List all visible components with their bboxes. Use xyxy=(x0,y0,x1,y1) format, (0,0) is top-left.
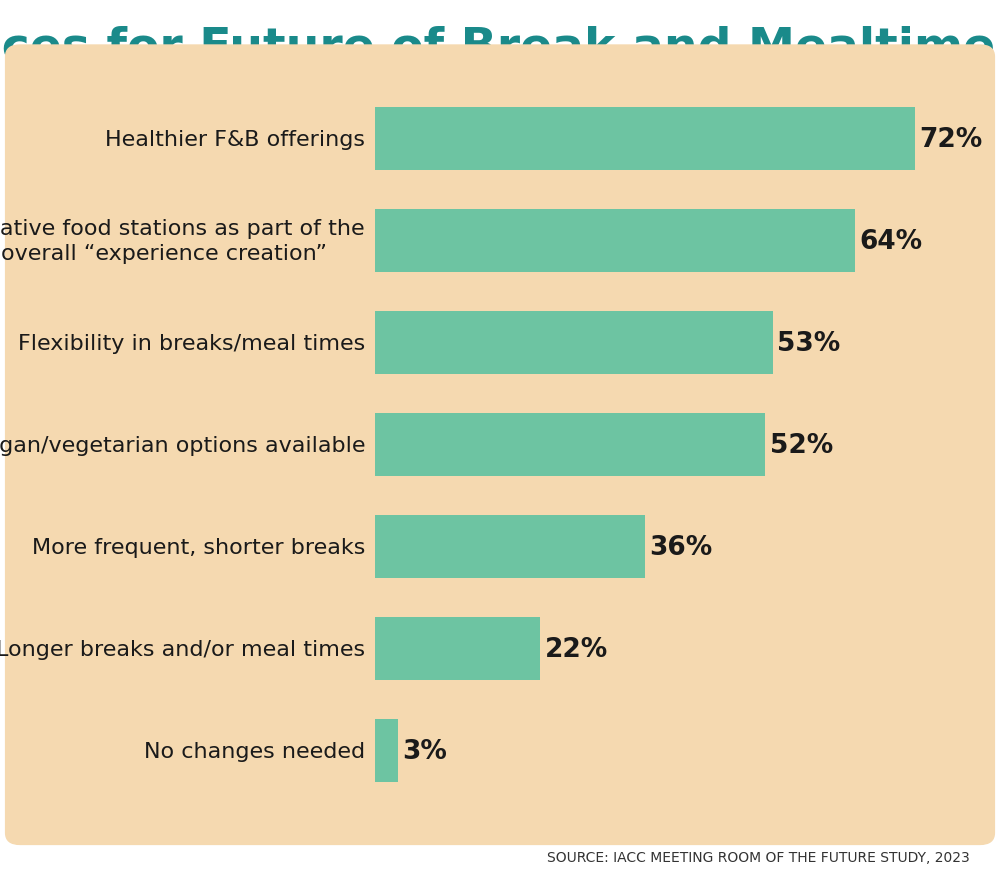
Text: Flexibility in breaks/meal times: Flexibility in breaks/meal times xyxy=(18,333,365,354)
Bar xyxy=(375,719,398,782)
Text: 64%: 64% xyxy=(860,229,923,254)
Bar xyxy=(375,108,915,171)
Text: SOURCE: IACC MEETING ROOM OF THE FUTURE STUDY, 2023: SOURCE: IACC MEETING ROOM OF THE FUTURE … xyxy=(547,850,970,864)
FancyBboxPatch shape xyxy=(6,46,994,844)
Bar xyxy=(375,618,540,680)
Bar xyxy=(375,414,765,477)
Text: 22%: 22% xyxy=(544,636,608,662)
Bar xyxy=(375,210,855,273)
Bar xyxy=(375,312,772,375)
Text: More frequent, shorter breaks: More frequent, shorter breaks xyxy=(32,537,365,557)
Text: 53%: 53% xyxy=(777,330,840,356)
Bar xyxy=(375,516,645,579)
Text: Longer breaks and/or meal times: Longer breaks and/or meal times xyxy=(0,639,365,659)
Text: Vegan/vegetarian options available: Vegan/vegetarian options available xyxy=(0,435,365,455)
Text: Creative food stations as part of the
overall “experience creation”: Creative food stations as part of the ov… xyxy=(0,219,365,264)
Text: 72%: 72% xyxy=(920,127,983,152)
Text: Healthier F&B offerings: Healthier F&B offerings xyxy=(105,129,365,150)
Text: 36%: 36% xyxy=(650,534,713,560)
Text: No changes needed: No changes needed xyxy=(144,741,365,761)
Text: 52%: 52% xyxy=(770,432,833,458)
Text: 3%: 3% xyxy=(402,738,447,764)
Text: Preferences for Future of Break and Mealtime Formats: Preferences for Future of Break and Meal… xyxy=(0,26,1000,71)
